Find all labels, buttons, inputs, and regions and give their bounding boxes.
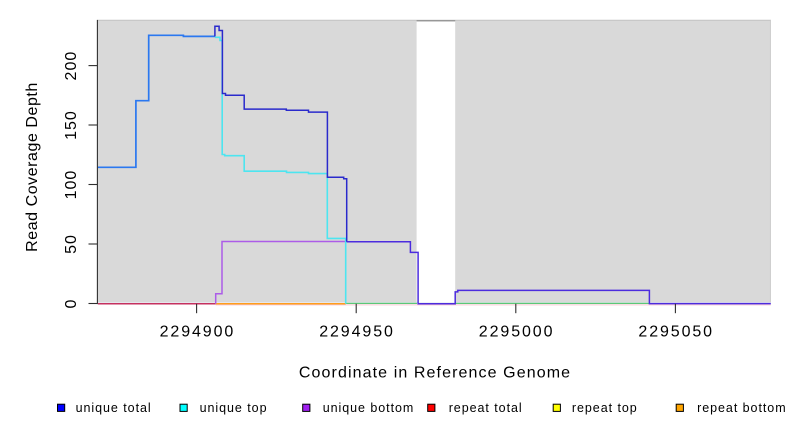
svg-text:2294900: 2294900 <box>160 323 236 340</box>
svg-text:repeat total: repeat total <box>449 401 523 415</box>
svg-text:repeat bottom: repeat bottom <box>697 401 786 415</box>
svg-text:0: 0 <box>63 299 80 309</box>
svg-text:unique total: unique total <box>76 401 152 415</box>
svg-text:repeat top: repeat top <box>572 401 638 415</box>
svg-text:Read Coverage Depth: Read Coverage Depth <box>24 82 41 252</box>
svg-text:2295000: 2295000 <box>479 323 555 340</box>
svg-text:150: 150 <box>63 110 80 140</box>
svg-text:Coordinate in Reference Genome: Coordinate in Reference Genome <box>299 365 571 382</box>
svg-text:200: 200 <box>63 51 80 81</box>
svg-text:unique top: unique top <box>200 401 268 415</box>
svg-text:2295050: 2295050 <box>638 323 714 340</box>
svg-text:2294950: 2294950 <box>319 323 395 340</box>
svg-text:100: 100 <box>63 170 80 200</box>
svg-text:unique bottom: unique bottom <box>323 401 415 415</box>
svg-text:50: 50 <box>63 234 80 254</box>
